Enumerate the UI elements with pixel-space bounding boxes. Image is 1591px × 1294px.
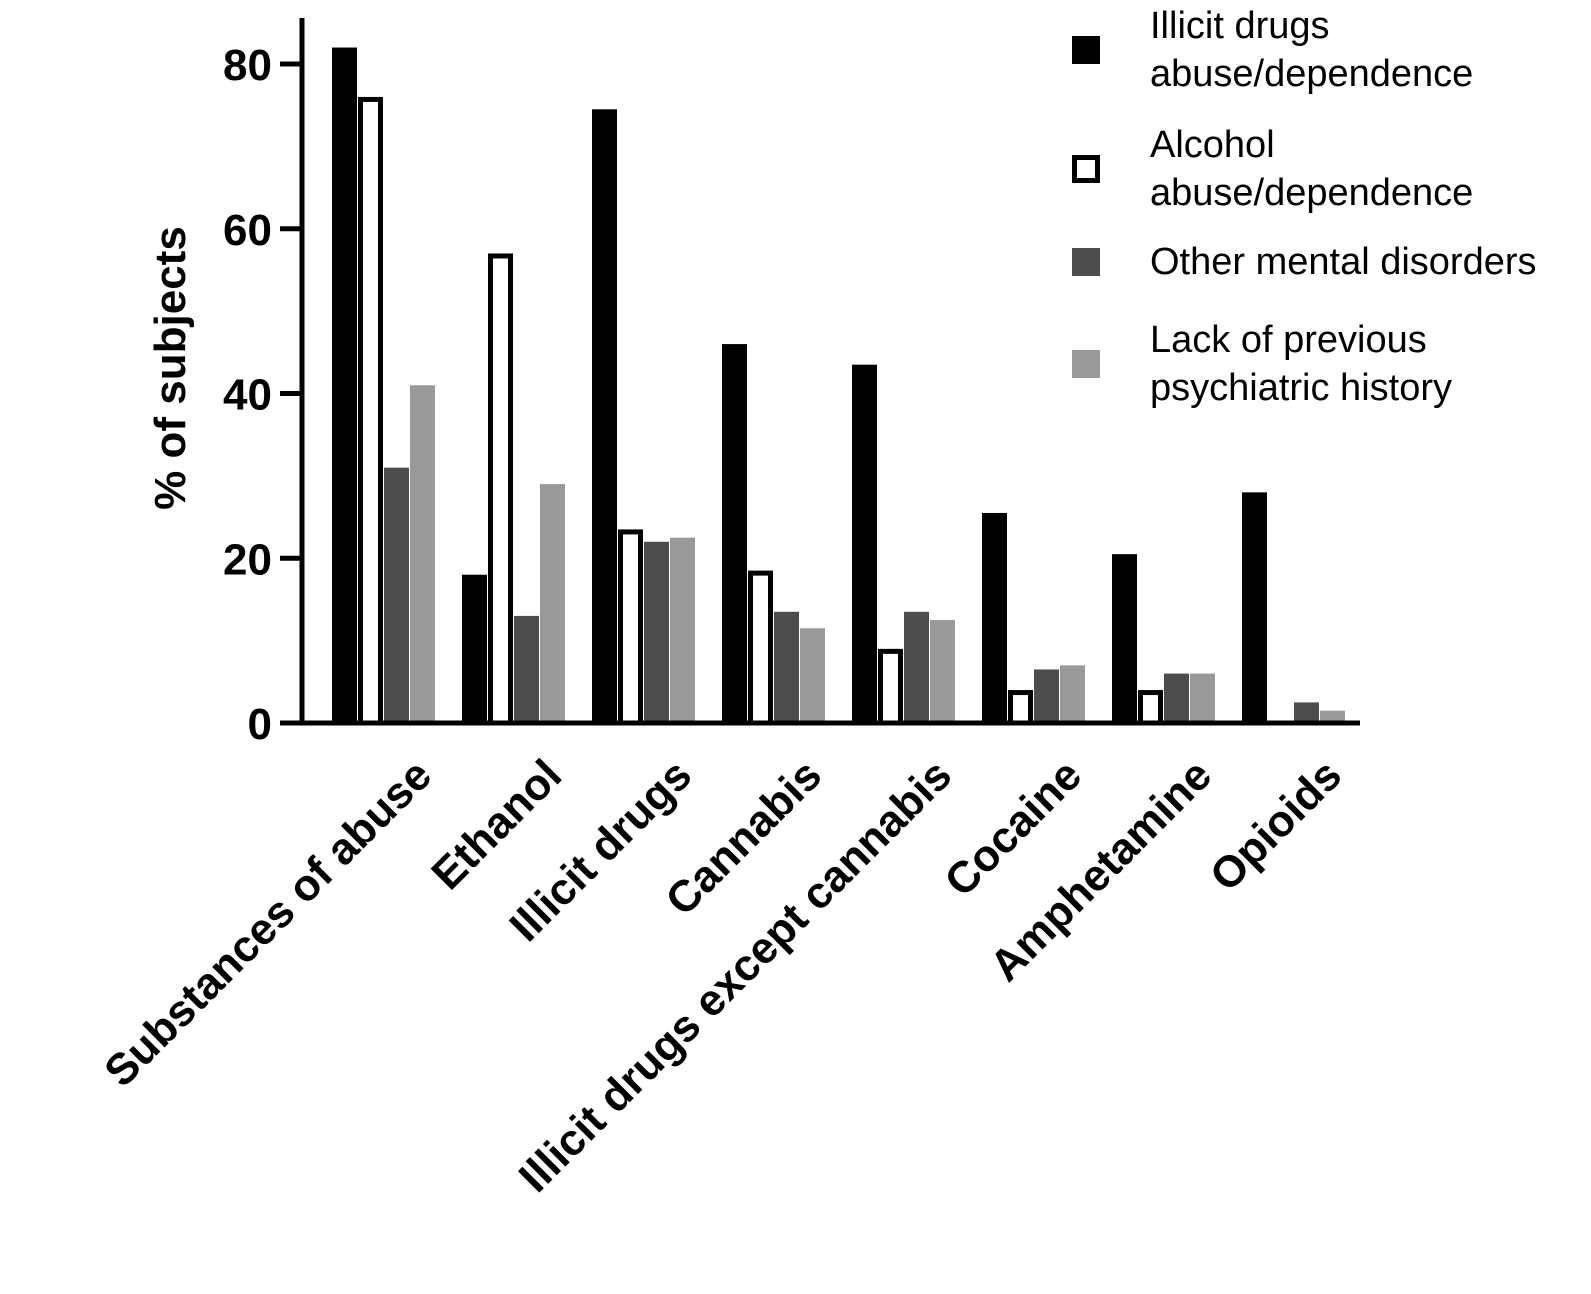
- bar-s1-c8: [1242, 492, 1267, 723]
- bar-s2-c4: [748, 570, 773, 726]
- bar-s1-c4: [722, 344, 747, 723]
- bar-s2-c7: [1138, 690, 1163, 726]
- bar-s2-c2: [488, 253, 513, 726]
- legend-swatch-2: [1072, 155, 1100, 183]
- bar-s4-c2: [540, 484, 565, 723]
- y-tick-label: 20: [223, 535, 272, 584]
- y-axis-label: % of subjects: [146, 226, 195, 510]
- legend-label-4: Lack of previous: [1150, 319, 1427, 361]
- bar-s2-c6: [1008, 690, 1033, 726]
- bar-s3-c7: [1164, 673, 1189, 723]
- bar-s1-c5: [852, 364, 877, 723]
- legend-label-3: Other mental disorders: [1150, 241, 1537, 283]
- bar-s1-c3: [592, 109, 617, 723]
- bar-s3-c5: [904, 611, 929, 723]
- bar-s3-c1: [384, 467, 409, 723]
- bar-s3-c4: [774, 611, 799, 723]
- bar-s4-c8: [1320, 710, 1345, 723]
- axes-group: [299, 18, 1360, 726]
- legend-label-2: abuse/dependence: [1150, 172, 1473, 214]
- y-tick-label: 0: [248, 700, 272, 749]
- legend-label-1: abuse/dependence: [1150, 53, 1473, 95]
- bar-s1-c6: [982, 512, 1007, 723]
- bar-s3-c8: [1294, 702, 1319, 723]
- bar-s1-c2: [462, 574, 487, 723]
- bar-s2-c3: [618, 529, 643, 726]
- bar-s4-c4: [800, 628, 825, 723]
- legend: Illicit drugs abuse/dependence Alcohol abus…: [1072, 5, 1537, 409]
- y-ticks-group: 0 20 40 60 80: [223, 41, 302, 749]
- bar-s2-c1: [358, 96, 383, 726]
- legend-swatch-1: [1072, 36, 1100, 64]
- category-label: Amphetamine: [981, 750, 1221, 990]
- bar-s1-c7: [1112, 554, 1137, 723]
- bar-s4-c1: [410, 385, 435, 723]
- bar-s3-c3: [644, 541, 669, 723]
- bar-s3-c2: [514, 615, 539, 723]
- bar-s4-c7: [1190, 673, 1215, 723]
- y-tick-label: 60: [223, 206, 272, 255]
- legend-label-4: psychiatric history: [1150, 367, 1452, 409]
- bar-s4-c3: [670, 537, 695, 723]
- category-label: Substances of abuse: [95, 750, 441, 1096]
- legend-swatch-4: [1072, 350, 1100, 378]
- y-tick-label: 40: [223, 371, 272, 420]
- bar-s4-c5: [930, 620, 955, 723]
- legend-label-2: Alcohol: [1150, 124, 1275, 166]
- category-label: Opioids: [1201, 750, 1351, 900]
- bar-s2-c5: [878, 648, 903, 726]
- bar-s3-c6: [1034, 669, 1059, 723]
- y-tick-label: 80: [223, 41, 272, 90]
- bars-group: [332, 47, 1345, 726]
- bar-s4-c6: [1060, 665, 1085, 723]
- bar-s1-c1: [332, 47, 357, 723]
- legend-label-1: Illicit drugs: [1150, 5, 1330, 47]
- legend-swatch-3: [1072, 248, 1100, 276]
